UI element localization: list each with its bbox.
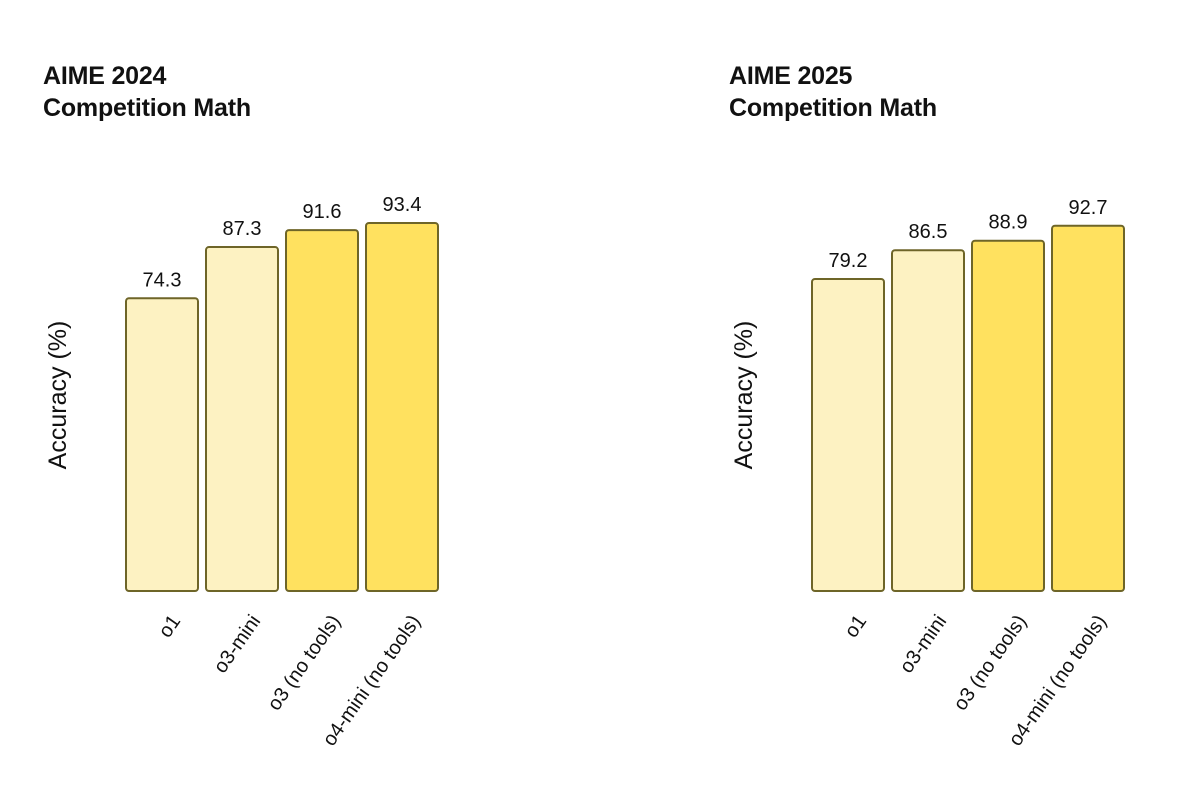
- x-tick-label-o3-no-tools: o3 (no tools): [949, 611, 1031, 715]
- chart-title: AIME 2024 Competition Math: [43, 60, 251, 124]
- chart-title-line-2: Competition Math: [43, 94, 251, 122]
- y-axis-label: Accuracy (%): [44, 321, 72, 470]
- x-tick-label-o1: o1: [840, 611, 871, 642]
- bar-o3-no-tools: [285, 229, 359, 592]
- chart-panel-aime-2024: AIME 2024 Competition Math Accuracy (%) 7…: [0, 0, 560, 788]
- data-label-o3-no-tools: 88.9: [989, 212, 1028, 234]
- bar-chart-aime-2024: Accuracy (%) 74.3 o1 87.3 o3-mini 91.6 o3 (no …: [44, 194, 439, 750]
- chart-title: AIME 2025 Competition Math: [729, 60, 937, 124]
- chart-title-line-1: AIME 2025: [729, 62, 853, 90]
- bar-o3-mini: [205, 246, 279, 592]
- x-tick-label-o1: o1: [154, 611, 185, 642]
- bar-o3-no-tools: [971, 239, 1045, 592]
- x-tick-label-o3-mini: o3-mini: [896, 611, 952, 677]
- chart-title-line-1: AIME 2024: [43, 62, 167, 90]
- x-tick-label-o3-mini: o3-mini: [210, 611, 266, 677]
- data-label-o4-mini-no-tools: 93.4: [383, 194, 422, 216]
- bar-o1: [125, 297, 199, 592]
- bar-chart-aime-2025: Accuracy (%) 79.2 o1 86.5 o3-mini 88.9 o3 (no …: [730, 197, 1125, 750]
- y-axis-label: Accuracy (%): [730, 321, 758, 470]
- chart-panel-aime-2025: AIME 2025 Competition Math Accuracy (%) 7…: [686, 0, 1196, 788]
- chart-title-line-2: Competition Math: [729, 94, 937, 122]
- data-label-o3-mini: 86.5: [909, 221, 948, 243]
- bar-o4-mini-no-tools: [365, 222, 439, 592]
- data-label-o1: 74.3: [143, 269, 182, 291]
- bar-o1: [811, 277, 885, 592]
- bar-o4-mini-no-tools: [1051, 224, 1125, 592]
- bar-o3-mini: [891, 249, 965, 592]
- x-tick-label-o3-no-tools: o3 (no tools): [263, 611, 345, 715]
- data-label-o1: 79.2: [829, 250, 868, 272]
- data-label-o3-no-tools: 91.6: [303, 201, 342, 223]
- data-label-o4-mini-no-tools: 92.7: [1069, 197, 1108, 219]
- data-label-o3-mini: 87.3: [223, 218, 262, 240]
